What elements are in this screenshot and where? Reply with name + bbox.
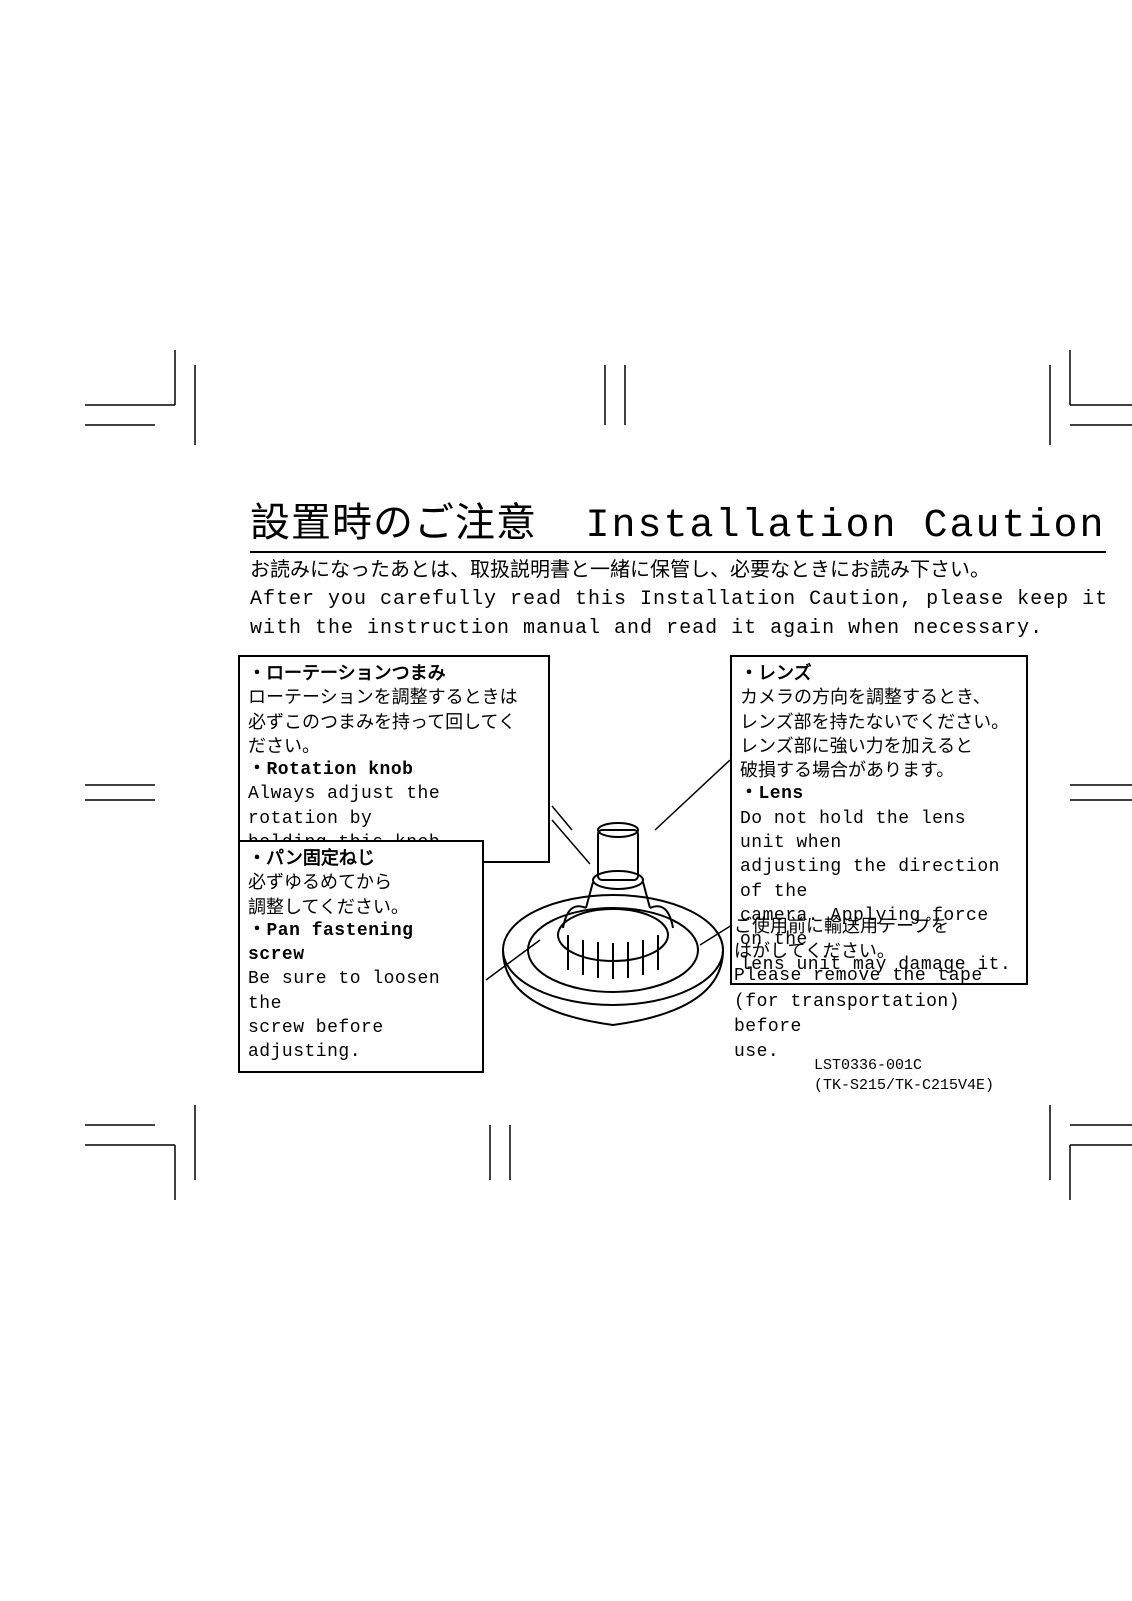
camera-diagram [488,800,738,1060]
page: 設置時のご注意 Installation Caution お読みになったあとは、… [0,0,1132,1601]
